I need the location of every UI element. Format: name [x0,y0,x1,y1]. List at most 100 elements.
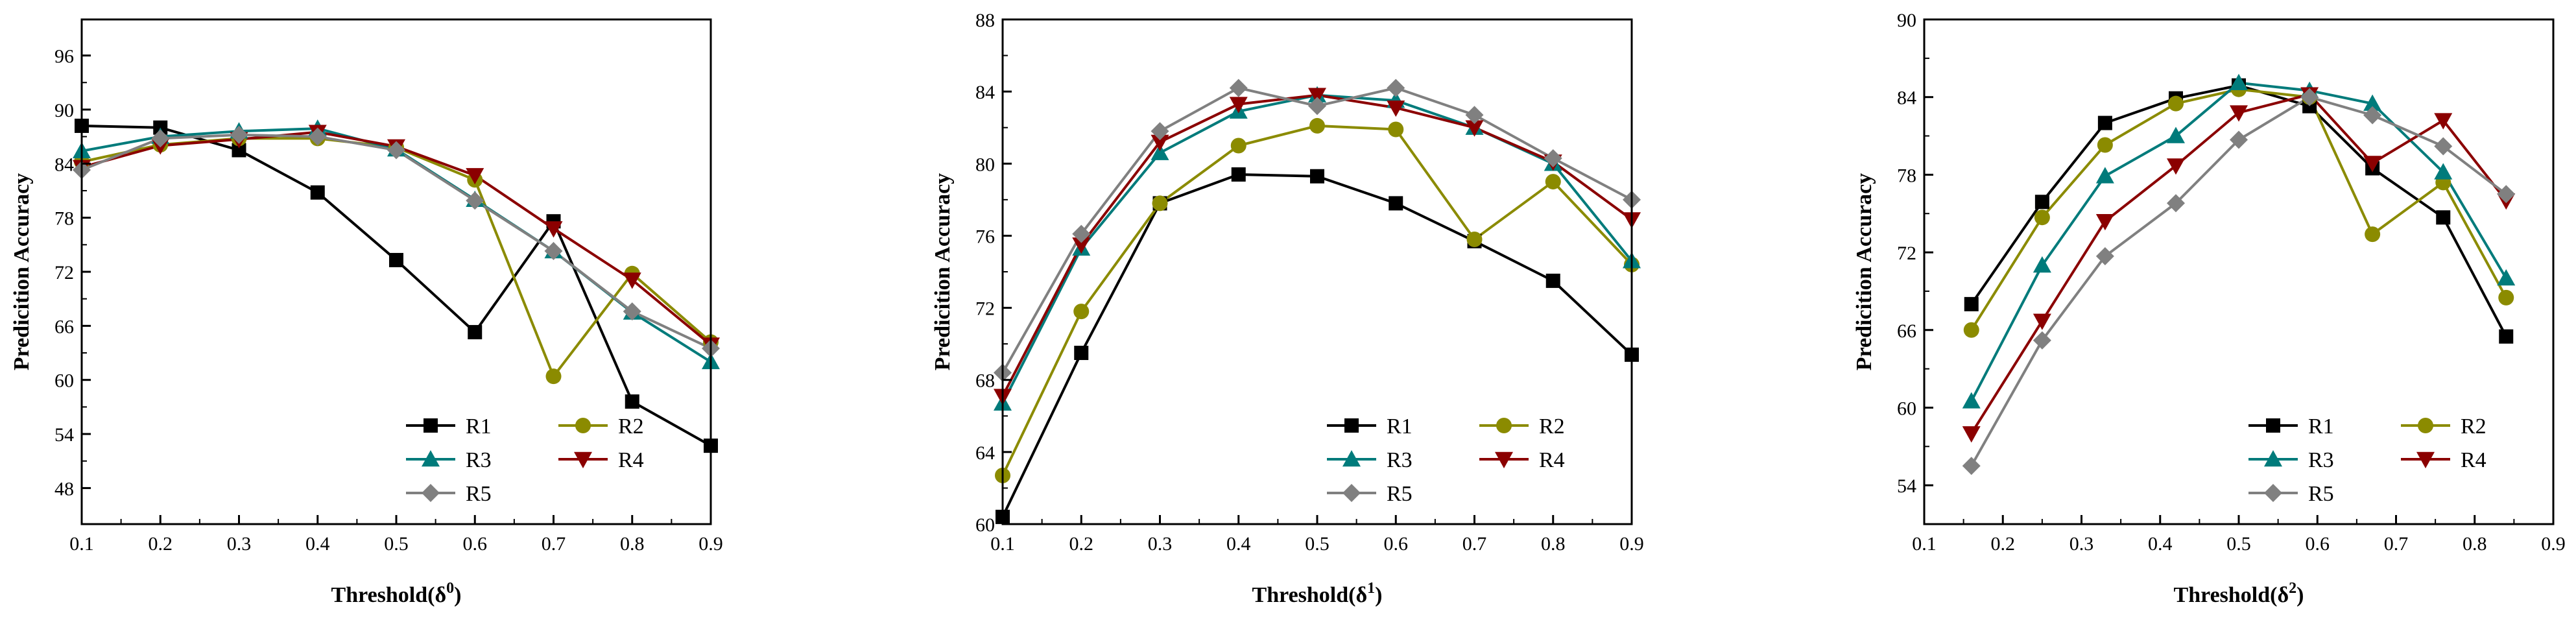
data-point-r1 [1545,273,1560,288]
data-point-r2 [2097,137,2113,153]
data-point-r1 [625,394,639,409]
data-point-r1 [1389,196,1403,211]
data-point-r3 [1962,392,1981,409]
x-tick-label: 0.1 [69,533,94,555]
legend-label-r5: R5 [1387,482,1413,506]
data-point-r5 [2363,106,2382,125]
legend-label-r5: R5 [466,482,492,506]
x-tick-label: 0.9 [1619,533,1644,555]
y-tick-label: 48 [54,478,74,499]
y-tick-label: 66 [1897,320,1916,342]
data-point-r4 [1962,426,1981,443]
data-point-r1 [2499,329,2514,344]
y-axis-label: Predicition Accuracy [10,173,34,370]
y-tick-label: 60 [1897,398,1916,419]
x-tick-label: 0.5 [1305,533,1330,555]
legend-marker-r3 [2264,450,2282,467]
legend-label-r4: R4 [618,448,644,472]
x-tick-label: 0.6 [2306,533,2330,555]
x-tick-label: 0.7 [1462,533,1487,555]
data-point-r5 [230,125,248,144]
data-point-r4 [1387,100,1405,117]
data-point-r2 [1152,195,1168,211]
series-line-r5 [81,133,711,350]
legend-label-r2: R2 [1539,414,1565,438]
x-tick-label: 0.3 [227,533,252,555]
legend-marker-r2 [1496,418,1512,433]
data-point-r1 [389,252,403,267]
data-point-r1 [310,185,325,200]
x-tick-label: 0.4 [305,533,330,555]
x-axis-label: Threshold(δ2) [2174,580,2304,607]
y-tick-label: 64 [975,442,995,464]
series-line-r1 [81,124,711,447]
x-tick-label: 0.4 [1226,533,1251,555]
data-point-r4 [1072,237,1091,254]
y-axis-label: Predicition Accuracy [1852,173,1876,370]
series-line-r3 [81,127,712,363]
legend-marker-r3 [422,450,440,467]
data-point-r5 [1544,149,1562,167]
y-tick-label: 60 [54,370,74,392]
legend: R1 R2 R3 R4 R5 [406,414,644,506]
data-point-r2 [1963,322,1979,338]
y-tick-label: 90 [54,100,74,121]
data-point-r1 [1310,169,1324,184]
data-point-r4 [1465,120,1484,137]
y-tick-label: 72 [1897,243,1916,264]
legend-label-r2: R2 [618,414,644,438]
x-axis-label: Threshold(δ1) [1252,580,1383,607]
y-tick-label: 78 [1897,165,1916,186]
x-tick-label: 0.9 [2541,533,2566,555]
x-tick-label: 0.5 [2226,533,2251,555]
data-point-r5 [1308,97,1326,115]
legend-label-r4: R4 [2461,448,2487,472]
y-tick-label: 84 [1897,88,1916,109]
y-tick-label: 66 [54,316,74,337]
data-point-r2 [2034,210,2050,226]
legend: R1 R2 R3 R4 R5 [1327,414,1565,506]
legend-marker-r2 [2418,418,2433,433]
data-point-r3 [2230,73,2248,90]
data-point-r1 [1231,167,1246,182]
y-tick-label: 84 [54,154,74,175]
chart-panel-2: 0.1 0.2 0.3 0.4 0.5 0.6 0.7 0.8 0.9 60 64 68 72 76 80 8… [931,10,1644,607]
data-point-r4 [1151,134,1169,151]
data-point-r2 [2168,95,2184,112]
data-point-r1 [2097,115,2112,130]
data-point-r2 [1230,138,1246,154]
y-tick-label: 72 [54,262,74,283]
data-point-r4 [2167,158,2185,175]
y-tick-label: 90 [1897,10,1916,31]
data-point-r2 [2365,226,2381,243]
data-point-r1 [1074,346,1089,361]
data-point-r5 [1387,78,1405,97]
x-tick-label: 0.8 [2463,533,2487,555]
x-tick-label: 0.4 [2148,533,2173,555]
data-point-r5 [2033,331,2051,350]
chart-panel-3: 0.1 0.2 0.3 0.4 0.5 0.6 0.7 0.8 0.9 54 60 66 72 78 84 9… [1852,10,2566,607]
data-point-r5 [1229,78,1248,97]
data-point-r4 [2095,214,2114,231]
x-tick-label: 0.3 [1148,533,1173,555]
data-point-r3 [2095,167,2114,184]
legend-label-r1: R1 [466,414,492,438]
x-tick-label: 0.2 [1991,533,2016,555]
x-tick-label: 0.1 [1912,533,1937,555]
data-point-r1 [468,325,483,340]
x-tick-label: 0.2 [1069,533,1094,555]
series-line-r2 [1970,88,2508,331]
data-point-r5 [308,127,327,146]
data-point-r2 [1545,174,1561,190]
data-point-r5 [2300,88,2319,106]
data-point-r2 [1309,117,1325,134]
legend-marker-r5 [422,484,440,502]
data-point-r2 [1073,304,1090,320]
legend-marker-r3 [1342,450,1361,467]
legend-label-r1: R1 [2308,414,2334,438]
data-point-r2 [2498,289,2514,306]
data-point-r4 [2363,156,2382,173]
data-point-r3 [2033,256,2051,273]
legend-marker-r1 [423,418,438,433]
legend-label-r3: R3 [466,448,492,472]
